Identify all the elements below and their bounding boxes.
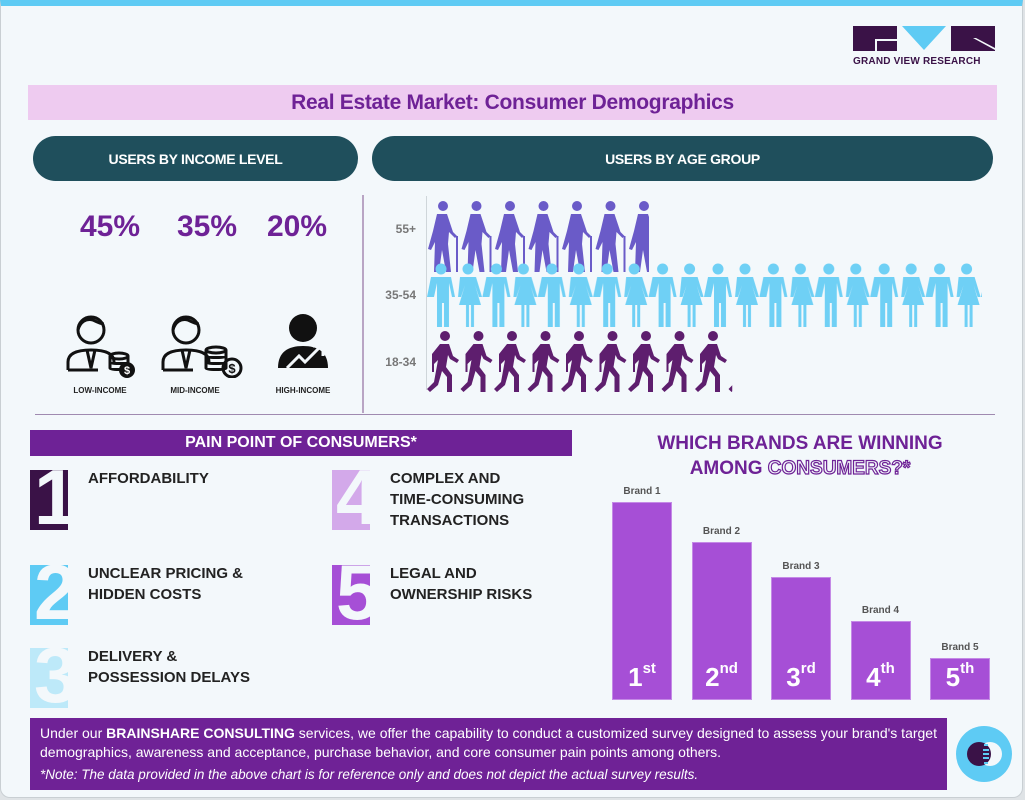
age-label-35-54: 35-54 — [385, 288, 416, 302]
rank-suffix: th — [880, 659, 895, 677]
pain-number-text: 3 — [34, 648, 68, 708]
rank-suffix: st — [642, 660, 656, 677]
pain-number-text: 1 — [34, 470, 68, 530]
pain-point-line: COMPLEX AND — [390, 470, 501, 487]
brand-bar: 2nd — [691, 541, 752, 700]
income-label-mid: MID-INCOME — [170, 386, 220, 395]
rank-number: 3 — [786, 661, 801, 692]
rank-number: 1 — [628, 662, 643, 692]
brainshare-icon — [956, 726, 1012, 782]
rank-label: 5th — [931, 659, 989, 693]
pain-point-1: AFFORDABILITY — [88, 468, 308, 489]
rank-suffix: rd — [800, 659, 816, 677]
rank-label: 1st — [613, 660, 671, 693]
gvr-logo — [853, 26, 995, 51]
brand-bar: 3rd — [771, 577, 831, 700]
income-header: USERS BY INCOME LEVEL — [33, 136, 358, 181]
footer-text-post: services, we offer the capability to con… — [40, 725, 937, 760]
pain-point-line: HIDDEN COSTS — [88, 586, 202, 603]
pain-point-line: AFFORDABILITY — [88, 470, 209, 487]
pain-number-5: 5 — [332, 565, 370, 625]
rank-label: 3rd — [772, 659, 830, 693]
title-banner: Real Estate Market: Consumer Demographic… — [28, 85, 997, 120]
pain-number-text: 2 — [34, 565, 68, 625]
businessman-coins-icon: $ — [66, 315, 135, 378]
rank-number: 5 — [945, 661, 961, 692]
footer-text-pre: Under our — [40, 725, 107, 741]
brands-title-line2b: CONSUMERS?* — [767, 457, 911, 479]
pain-point-3: DELIVERY & POSSESSION DELAYS — [88, 646, 308, 688]
pain-point-line: TRANSACTIONS — [390, 512, 510, 529]
pain-number-text: 4 — [336, 470, 370, 530]
income-pct-high: 20% — [266, 210, 328, 243]
pain-number-2: 2 — [30, 565, 68, 625]
rank-suffix: nd — [719, 659, 738, 677]
pain-point-line: POSSESSION DELAYS — [88, 669, 250, 686]
pain-number-1: 1 — [30, 470, 68, 530]
footer-text: Under our BRAINSHARE CONSULTING services… — [40, 724, 937, 762]
brand-label: Brand 1 — [623, 486, 661, 497]
income-pct-low: 45% — [79, 210, 141, 243]
businessman-coins-icon: $ — [161, 315, 243, 378]
pain-point-line: UNCLEAR PRICING & — [88, 565, 244, 582]
age-pictogram-chart — [427, 198, 982, 392]
pain-point-line: LEGAL AND — [390, 565, 477, 582]
svg-text:$: $ — [228, 361, 236, 376]
footer-banner: Under our BRAINSHARE CONSULTING services… — [30, 718, 947, 790]
brand-bar: 4th — [850, 620, 911, 700]
logo-text: GRAND VIEW RESEARCH — [853, 56, 981, 67]
rank-number: 4 — [866, 661, 881, 692]
age-axis — [426, 196, 427, 390]
pain-points-header: PAIN POINT OF CONSUMERS* — [30, 430, 572, 456]
pain-number-3: 3 — [30, 648, 68, 708]
footer-brainshare: BRAINSHARE CONSULTING — [106, 725, 295, 741]
person-growth-icon — [278, 314, 328, 370]
brand-label: Brand 3 — [782, 561, 820, 573]
rank-suffix: th — [960, 659, 975, 677]
page-title: Real Estate Market: Consumer Demographic… — [291, 90, 734, 114]
rank-number: 2 — [705, 661, 720, 692]
svg-text:$: $ — [124, 365, 130, 377]
divider-horizontal — [35, 414, 995, 415]
rank-label: 2nd — [693, 659, 751, 693]
brand-bar: 1st — [612, 502, 672, 700]
pain-point-2: UNCLEAR PRICING & HIDDEN COSTS — [88, 563, 308, 605]
rank-label: 4th — [852, 659, 910, 693]
brand-label: Brand 4 — [861, 604, 900, 616]
pain-point-line: DELIVERY & — [88, 648, 178, 665]
pain-point-5: LEGAL AND OWNERSHIP RISKS — [390, 563, 610, 605]
income-label-high: HIGH-INCOME — [275, 386, 331, 395]
footer-note: *Note: The data provided in the above ch… — [40, 767, 699, 782]
elderly-person-pictogram-bar — [427, 198, 649, 272]
age-header: USERS BY AGE GROUP — [372, 136, 993, 181]
brand-label: Brand 2 — [702, 525, 741, 537]
age-label-18-34: 18-34 — [385, 355, 416, 369]
man-woman-pictogram-bar — [427, 263, 982, 327]
pain-point-line: OWNERSHIP RISKS — [390, 586, 533, 603]
brands-title-line2a: AMONG — [689, 458, 768, 479]
income-pct-mid: 35% — [176, 210, 238, 243]
brand-bar: 5th — [930, 658, 990, 700]
pain-point-line: TIME-CONSUMING — [390, 491, 525, 508]
pain-number-4: 4 — [332, 470, 370, 530]
income-label-low: LOW-INCOME — [73, 386, 127, 395]
age-label-55-plus: 55+ — [395, 222, 416, 236]
divider-vertical — [362, 195, 364, 413]
walking-person-pictogram-bar — [427, 330, 733, 392]
brand-label: Brand 5 — [941, 642, 979, 654]
brands-title-line1: WHICH BRANDS ARE WINNING — [657, 433, 943, 454]
brands-title: WHICH BRANDS ARE WINNING AMONG CONSUMERS… — [600, 431, 1000, 481]
pain-point-4: COMPLEX AND TIME-CONSUMING TRANSACTIONS — [390, 468, 610, 531]
pain-number-text: 5 — [336, 565, 370, 625]
